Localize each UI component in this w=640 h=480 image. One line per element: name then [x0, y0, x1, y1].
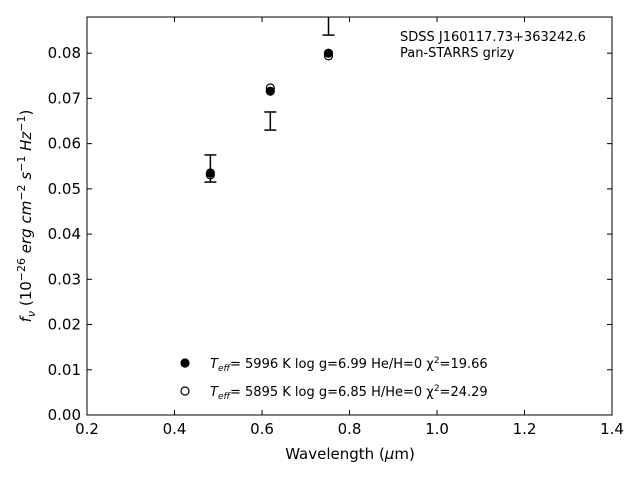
model-markers [205, 48, 334, 180]
legend: Teff= 5996 K log g=6.99 He/H=0 χ2=19.66 T… [180, 356, 488, 402]
x-tick-label: 1.2 [513, 420, 537, 438]
y-tick-label: 0.04 [48, 225, 81, 243]
x-tick-label: 0.8 [338, 420, 362, 438]
y-tick-label: 0.02 [48, 316, 81, 334]
filled-model-point [323, 48, 334, 58]
legend-open-marker [180, 386, 190, 396]
x-axis-label: Wavelength (μm) [285, 445, 415, 463]
y-tick-label: 0.03 [48, 270, 81, 288]
x-tick-label: 1.0 [425, 420, 449, 438]
annotation-line-1: SDSS J160117.73+363242.6 [400, 30, 586, 45]
x-ticks: 0.2 0.4 0.6 0.8 1.0 1.2 1.4 [75, 17, 624, 438]
y-axis-label: fν (10−26 erg cm−2 s−1 Hz−1) [15, 110, 38, 323]
y-tick-label: 0.06 [48, 135, 81, 153]
filled-model-point [205, 168, 215, 178]
y-tick-label: 0.05 [48, 180, 81, 198]
open-model-point [205, 170, 215, 180]
x-tick-label: 0.6 [250, 420, 274, 438]
open-model-point [323, 51, 334, 61]
y-ticks: 0.00 0.01 0.02 0.03 0.04 0.05 0.06 0.07 0.08 [48, 44, 612, 424]
y-tick-label: 0.01 [48, 361, 81, 379]
open-model-point [265, 83, 275, 93]
plot-frame [86, 16, 613, 416]
legend-entry-1: Teff= 5996 K log g=6.99 He/H=0 χ2=19.66 [210, 356, 488, 374]
annotation-line-2: Pan-STARRS grizy [400, 46, 515, 61]
y-tick-label: 0.07 [48, 89, 81, 107]
observed-error-bars [204, 17, 335, 183]
filled-model-point [265, 86, 275, 96]
y-tick-label: 0.00 [48, 406, 81, 424]
legend-entry-2: Teff= 5895 K log g=6.85 H/He=0 χ2=24.29 [210, 384, 488, 402]
x-tick-label: 0.2 [75, 420, 99, 438]
x-tick-label: 1.4 [600, 420, 624, 438]
y-tick-label: 0.08 [48, 44, 81, 62]
x-tick-label: 0.4 [163, 420, 187, 438]
legend-filled-marker [180, 358, 190, 368]
